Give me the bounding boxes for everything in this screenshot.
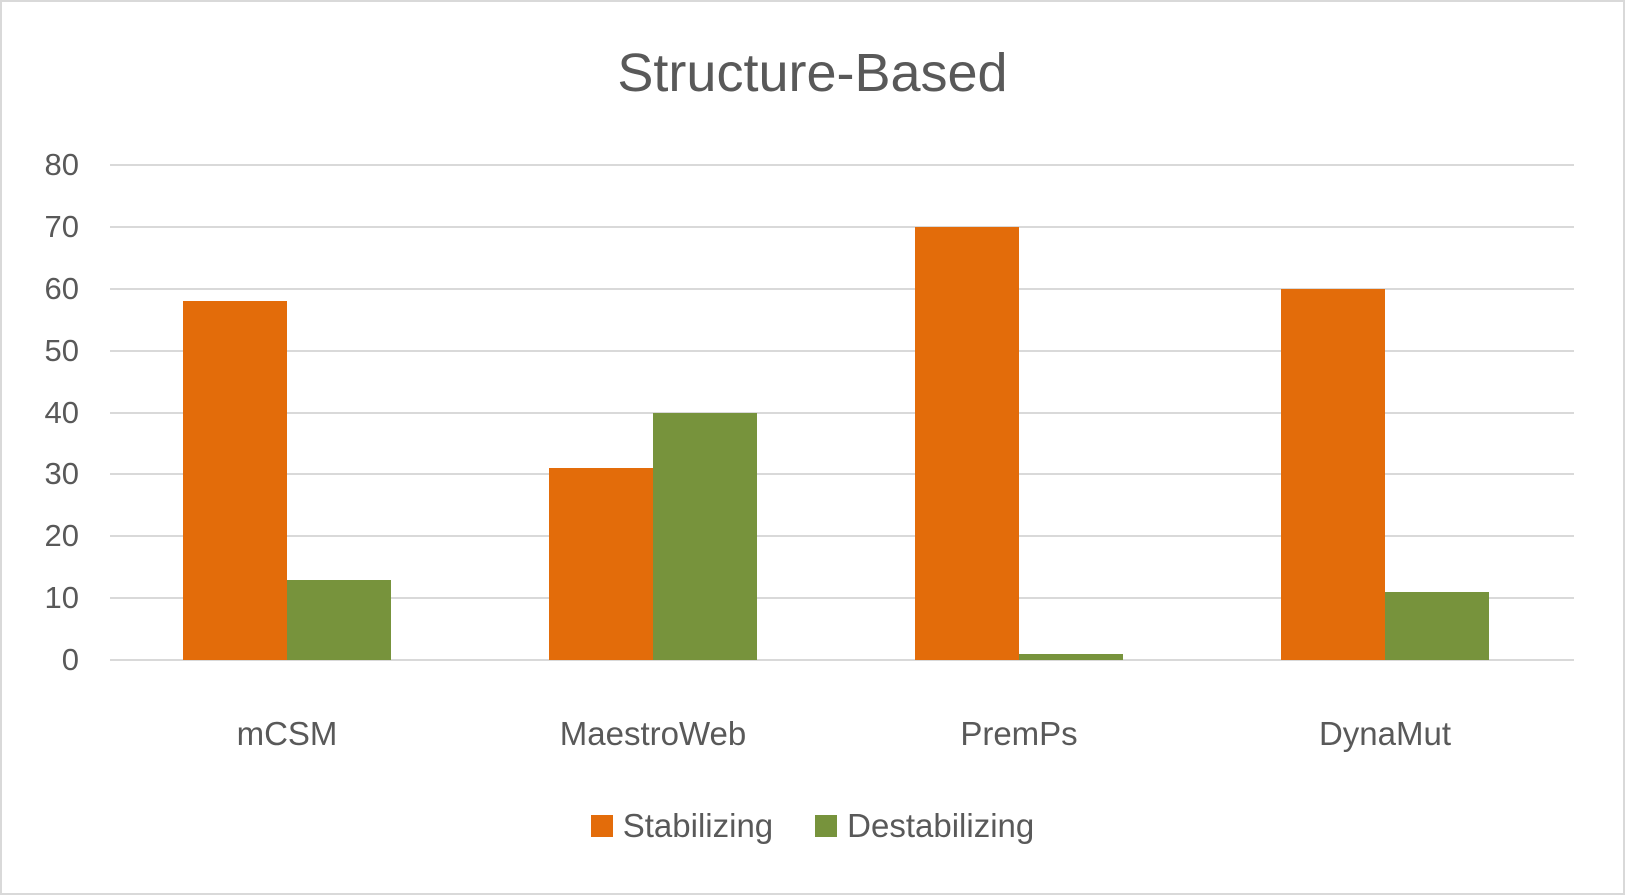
bar-destabilizing-mcsm: [287, 579, 391, 660]
gridline: [110, 164, 1574, 166]
gridline: [110, 349, 1574, 352]
x-tick-label: mCSM: [236, 715, 338, 752]
gridline: [110, 659, 1574, 661]
gridline: [110, 225, 1574, 228]
legend-swatch-icon: [815, 815, 838, 837]
bar-stabilizing-mcsm: [183, 301, 287, 660]
gridline: [110, 473, 1574, 476]
bar-destabilizing-premps: [1019, 653, 1123, 660]
bar-destabilizing-maestroweb: [653, 412, 757, 660]
bar-stabilizing-maestroweb: [549, 468, 653, 660]
x-tick-label: MaestroWeb: [559, 715, 747, 752]
bar-stabilizing-dynamut: [1281, 288, 1385, 660]
y-tick-label: 40: [44, 394, 79, 430]
gridline: [110, 287, 1574, 290]
y-tick-label: 80: [44, 147, 79, 182]
legend-label: Destabilizing: [847, 807, 1035, 844]
bar-stabilizing-premps: [915, 226, 1019, 660]
y-tick-label: 50: [44, 332, 79, 368]
legend-item-destabilizing: Destabilizing: [815, 807, 1034, 845]
y-tick-label: 0: [61, 642, 79, 677]
y-tick-label: 20: [44, 518, 79, 554]
legend-item-stabilizing: Stabilizing: [590, 807, 774, 845]
y-tick-label: 10: [44, 580, 79, 616]
chart-title: Structure-Based: [617, 43, 1008, 103]
gridline: [110, 597, 1574, 600]
y-tick-label: 60: [44, 270, 79, 306]
gridline: [110, 411, 1574, 414]
bar-destabilizing-dynamut: [1385, 591, 1489, 660]
gridline: [110, 535, 1574, 538]
x-tick-label: DynaMut: [1318, 715, 1452, 752]
legend-label: Stabilizing: [622, 807, 774, 844]
x-tick-label: PremPs: [960, 715, 1078, 752]
y-tick-label: 70: [44, 208, 79, 244]
plot-area: [110, 164, 1574, 662]
y-tick-label: 30: [44, 456, 79, 492]
legend: Stabilizing Destabilizing: [2, 807, 1623, 845]
legend-swatch-icon: [590, 815, 613, 837]
